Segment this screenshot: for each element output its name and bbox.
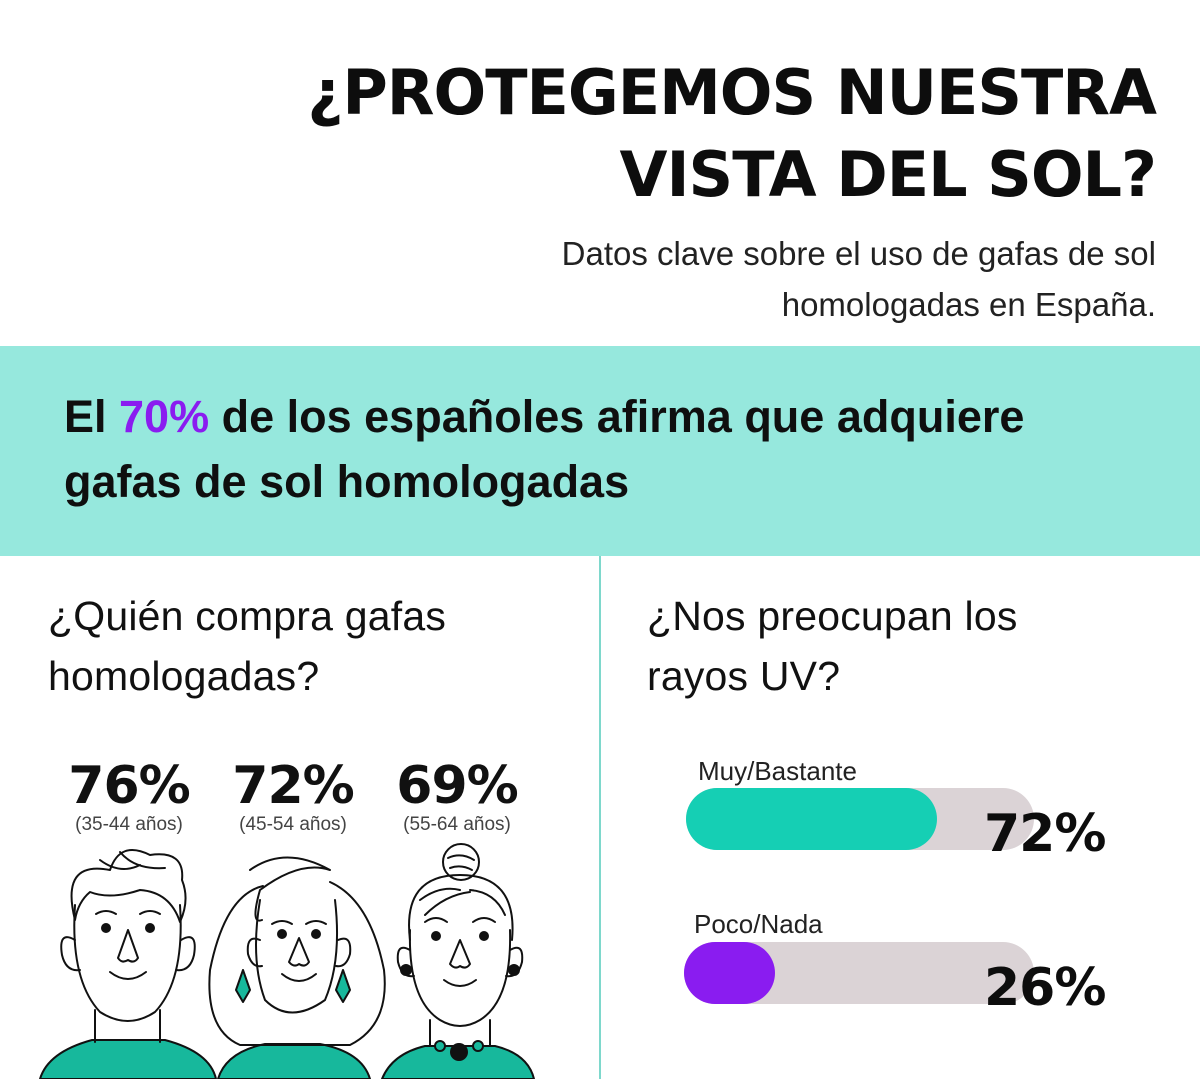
key-stat-line-2: gafas de sol homologadas	[64, 456, 630, 507]
page-title: ¿PROTEGEMOS NUESTRA VISTA DEL SOL?	[156, 52, 1158, 216]
bar-value-poco-nada: 26%	[984, 958, 1106, 1018]
woman-face-icon	[208, 856, 386, 1079]
bar-value-muy-bastante: 72%	[984, 804, 1106, 864]
uv-section-title: ¿Nos preocupan los rayos UV?	[647, 586, 1167, 706]
title-line-2: VISTA DEL SOL?	[619, 138, 1158, 211]
older-woman-face-icon	[381, 843, 535, 1079]
key-stat-pre: El	[64, 391, 120, 442]
key-stat-text: El 70% de los españoles afirma que adqui…	[64, 384, 1164, 514]
age-stat-45-54: 72% (45-54 años)	[218, 758, 368, 836]
bar-label-muy-bastante: Muy/Bastante	[698, 756, 857, 786]
man-face-icon	[39, 849, 217, 1079]
bar-label-poco-nada: Poco/Nada	[694, 909, 823, 939]
uv-title-line-1: ¿Nos preocupan los	[647, 593, 1018, 639]
section-divider	[599, 556, 601, 1079]
age-stat-range: (35-44 años)	[75, 814, 183, 835]
subtitle-line-1: Datos clave sobre el uso de gafas de sol	[561, 235, 1156, 272]
buyers-title-line-1: ¿Quién compra gafas	[48, 593, 447, 639]
page-subtitle: Datos clave sobre el uso de gafas de sol…	[456, 228, 1156, 330]
key-stat-post: de los españoles afirma que adquiere	[209, 391, 1025, 442]
age-stat-range: (55-64 años)	[403, 814, 511, 835]
bar-track-poco-nada	[684, 942, 1034, 1004]
bar-fill-poco-nada	[684, 942, 775, 1004]
bar-fill-muy-bastante	[686, 788, 937, 850]
buyers-title-line-2: homologadas?	[48, 653, 320, 699]
faces-illustration	[39, 843, 535, 1079]
buyers-section-title: ¿Quién compra gafas homologadas?	[48, 586, 588, 706]
key-stat-line-1: El 70% de los españoles afirma que adqui…	[64, 384, 1164, 449]
age-stat-55-64: 69% (55-64 años)	[382, 758, 532, 836]
age-stat-value: 76%	[68, 756, 190, 816]
key-stat-highlight: 70%	[119, 391, 210, 442]
age-stat-value: 72%	[232, 756, 354, 816]
bar-track-muy-bastante	[686, 788, 1034, 850]
age-stat-range: (45-54 años)	[239, 814, 347, 835]
age-stat-value: 69%	[396, 756, 518, 816]
key-stat-banner: El 70% de los españoles afirma que adqui…	[0, 346, 1200, 556]
uv-title-line-2: rayos UV?	[647, 653, 841, 699]
age-stat-35-44: 76% (35-44 años)	[54, 758, 204, 836]
subtitle-line-2: homologadas en España.	[781, 286, 1156, 323]
title-line-1: ¿PROTEGEMOS NUESTRA	[307, 56, 1157, 129]
